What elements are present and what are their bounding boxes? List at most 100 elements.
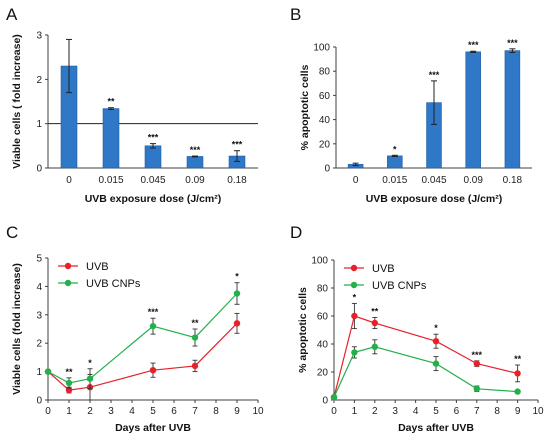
y-tick-label: 20 [319,139,331,150]
y-tick-label: 0 [36,396,42,407]
significance-mark: *** [148,307,159,317]
x-axis-label: Days after UVB [115,422,191,434]
y-axis-label: Viable cells (fold increase) [11,263,23,395]
y-tick-label: 4 [36,282,42,293]
data-point [473,360,480,367]
data-point [514,370,521,377]
panel-letter-c: C [6,223,18,242]
y-axis-label: % apoptotic cells [297,287,309,373]
data-point [233,290,241,297]
y-tick-label: 80 [319,67,331,78]
y-tick-label: 100 [311,256,328,267]
significance-mark: * [393,144,397,154]
significance-mark: *** [468,40,479,50]
significance-mark: ** [107,97,115,107]
bar-1 [387,155,403,169]
significance-mark: * [88,358,92,368]
data-point [432,360,440,367]
chart-panel-d: 0 20 40 60 80 100 % apoptotic cells 0 1 2 3 4 5 6 7 8 9 1… [297,256,544,435]
legend-swatch-marker [350,264,358,272]
y-tick-label: 0 [324,164,330,175]
x-tick-label: 9 [234,406,240,417]
x-tick-label: 0.09 [185,175,205,186]
x-tick-label: 0.045 [421,175,446,186]
y-tick-label: 80 [317,284,329,295]
x-tick-label: 10 [252,406,264,417]
x-tick-label: 5 [150,406,156,417]
series-line [47,322,238,391]
x-tick-label: 0 [45,406,51,417]
data-point [351,349,358,356]
bar-2 [144,145,162,169]
panel-letter-a: A [6,5,18,24]
y-tick-label: 0 [322,396,328,407]
significance-mark: *** [429,70,440,80]
x-tick-label: 9 [515,406,521,417]
x-tick-label: 3 [108,406,114,417]
bar-3 [186,156,204,169]
y-tick-label: 40 [319,115,331,126]
legend: UVB UVB CNPs [58,261,141,290]
y-tick-label: 0 [36,164,42,175]
x-tick-label: 0 [353,175,359,186]
significance-mark: ** [514,354,522,364]
y-tick-label: 5 [36,254,42,265]
significance-mark: ** [191,318,199,328]
x-tick-label: 0.18 [227,175,247,186]
x-tick-label: 10 [532,406,544,417]
data-point [432,338,440,345]
legend-swatch-marker [64,262,72,270]
x-axis-label: Days after UVB [398,422,474,434]
x-tick-label: 4 [129,406,135,417]
series-uvb [44,312,241,401]
x-tick-label: 0.045 [140,175,165,186]
bar-3 [465,51,481,169]
series-uvb-cnps [44,282,241,390]
legend: UVB UVB CNPs [344,263,427,292]
legend-swatch-marker [350,281,358,289]
data-point [65,379,73,387]
significance-mark: *** [232,140,243,150]
y-tick-label: 100 [313,43,330,54]
data-point [44,368,52,375]
legend-label: UVB [86,261,109,273]
bar-4 [504,50,521,169]
x-tick-label: 0 [66,175,72,186]
panel-letter-d: D [290,223,302,242]
data-point [191,362,199,370]
chart-panel-c: 0 1 2 3 4 5 Viable cells (fold increase) 0 1 2 3 4 5… [11,254,264,435]
y-axis-label: % apoptotic cells [299,64,311,150]
x-tick-label: 0.015 [98,175,123,186]
y-tick-label: 60 [319,91,331,102]
series-uvb-cnps [330,339,521,401]
x-tick-label: 0.18 [503,175,523,186]
x-tick-label: 1 [352,406,358,417]
x-tick-label: 6 [454,406,460,417]
y-tick-label: 3 [36,310,42,321]
series-line [333,315,518,398]
legend-label: UVB CNPs [372,280,427,292]
x-tick-label: 8 [494,406,500,417]
y-axis-label: Viable cells ( fold increase) [11,34,23,169]
significance-mark: *** [148,133,159,143]
significance-mark: ** [65,367,73,377]
y-tick-label: 1 [36,367,42,378]
data-point [149,366,157,374]
series-line [47,293,238,384]
significance-mark: * [353,292,357,302]
series-uvb [330,302,521,401]
chart-panel-a: 0 1 2 3 Viable cells ( fold increase) 0 0.015 *… [11,31,258,205]
y-tick-label: 60 [317,312,329,323]
series-line [333,346,518,398]
x-tick-label: 3 [392,406,398,417]
x-tick-label: 5 [433,406,439,417]
significance-mark: ** [371,306,379,316]
data-point [149,322,157,330]
x-tick-label: 7 [192,406,198,417]
x-tick-label: 7 [474,406,480,417]
y-tick-label: 3 [36,31,42,42]
y-tick-label: 40 [317,340,329,351]
significance-mark: *** [472,350,483,360]
legend-label: UVB [372,263,395,275]
